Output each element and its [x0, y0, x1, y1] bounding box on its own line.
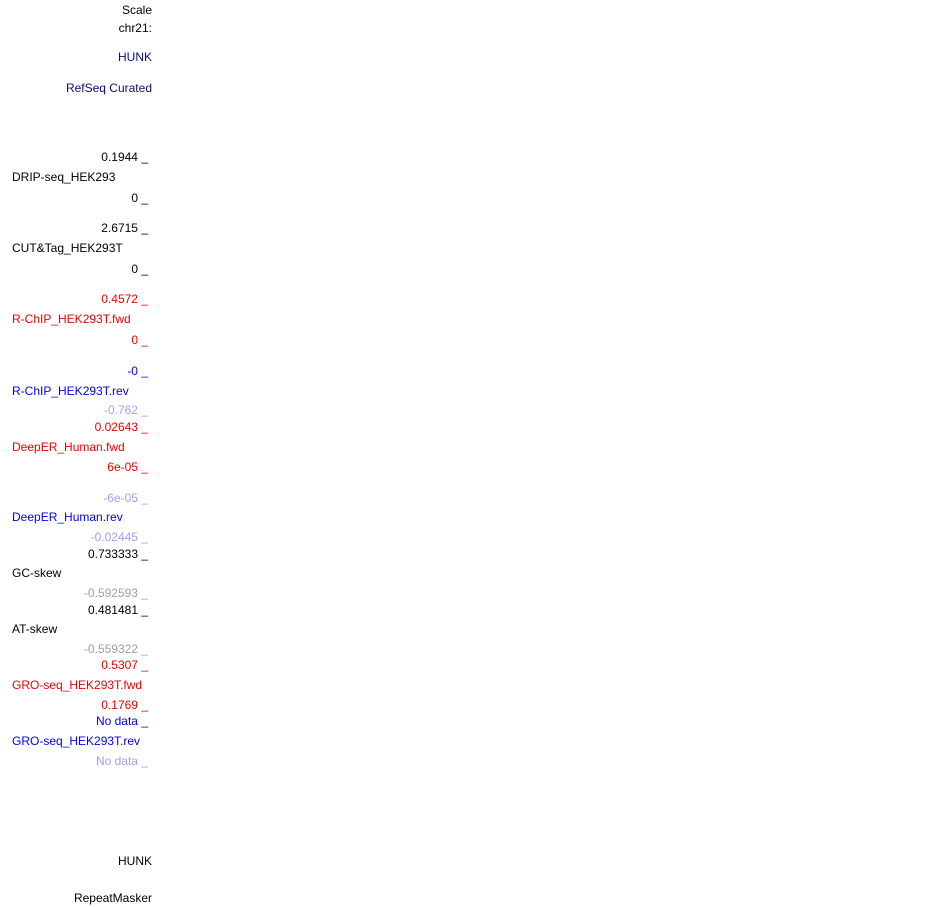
- gene-item-hunk-repeat-section[interactable]: HUNK: [117, 854, 152, 868]
- axis-max-gc-skew: 0.733333 _: [87, 547, 148, 561]
- track-label-at-skew[interactable]: AT-skew: [12, 622, 58, 636]
- axis-min-gro-seq-hek293t-fwd: 0.1769 _: [101, 698, 148, 712]
- axis-min-rchip-hek293t-rev: -0.762 _: [103, 403, 148, 417]
- ruler-scale-label: Scale: [121, 3, 152, 17]
- axis-min-rchip-hek293t-fwd: 0 _: [131, 333, 148, 347]
- track-label-gro-seq-hek293t-rev[interactable]: GRO-seq_HEK293T.rev: [12, 734, 141, 748]
- axis-max-gro-seq-hek293t-rev: No data _: [95, 714, 148, 728]
- track-label-drip-seq-hek293[interactable]: DRIP-seq_HEK293: [12, 170, 116, 184]
- axis-max-rchip-hek293t-fwd: 0.4572 _: [101, 292, 148, 306]
- track-label-gro-seq-hek293t-fwd[interactable]: GRO-seq_HEK293T.fwd: [12, 678, 143, 692]
- axis-max-cut-tag-hek293t: 2.6715 _: [101, 221, 148, 235]
- track-label-cut-tag-hek293t[interactable]: CUT&Tag_HEK293T: [12, 241, 123, 255]
- track-label-deeper-human-fwd[interactable]: DeepER_Human.fwd: [12, 440, 125, 454]
- axis-max-at-skew: 0.481481 _: [87, 603, 148, 617]
- axis-min-deeper-human-fwd: 6e-05 _: [107, 460, 148, 474]
- axis-max-rchip-hek293t-rev: -0 _: [127, 364, 148, 378]
- track-label-repeatmasker[interactable]: RepeatMasker: [73, 891, 152, 905]
- track-label-gc-skew[interactable]: GC-skew: [12, 566, 62, 580]
- axis-min-drip-seq-hek293: 0 _: [131, 191, 148, 205]
- axis-min-at-skew: -0.559322 _: [83, 642, 148, 656]
- axis-max-gro-seq-hek293t-fwd: 0.5307 _: [101, 658, 148, 672]
- gene-item-hunk[interactable]: HUNK: [117, 50, 152, 64]
- axis-min-gro-seq-hek293t-rev: No data _: [95, 754, 148, 768]
- axis-max-deeper-human-rev: -6e-05 _: [103, 491, 148, 505]
- axis-min-gc-skew: -0.592593 _: [83, 586, 148, 600]
- axis-max-deeper-human-fwd: 0.02643 _: [94, 420, 148, 434]
- axis-min-cut-tag-hek293t: 0 _: [131, 262, 148, 276]
- track-label-refseq-curated[interactable]: RefSeq Curated: [65, 81, 152, 95]
- track-label-rchip-hek293t-fwd[interactable]: R-ChIP_HEK293T.fwd: [12, 312, 131, 326]
- ruler-chromosome-label: chr21:: [118, 21, 152, 35]
- track-label-deeper-human-rev[interactable]: DeepER_Human.rev: [12, 510, 123, 524]
- axis-min-deeper-human-rev: -0.02445 _: [90, 530, 148, 544]
- axis-max-drip-seq-hek293: 0.1944 _: [101, 150, 148, 164]
- track-label-rchip-hek293t-rev[interactable]: R-ChIP_HEK293T.rev: [12, 384, 129, 398]
